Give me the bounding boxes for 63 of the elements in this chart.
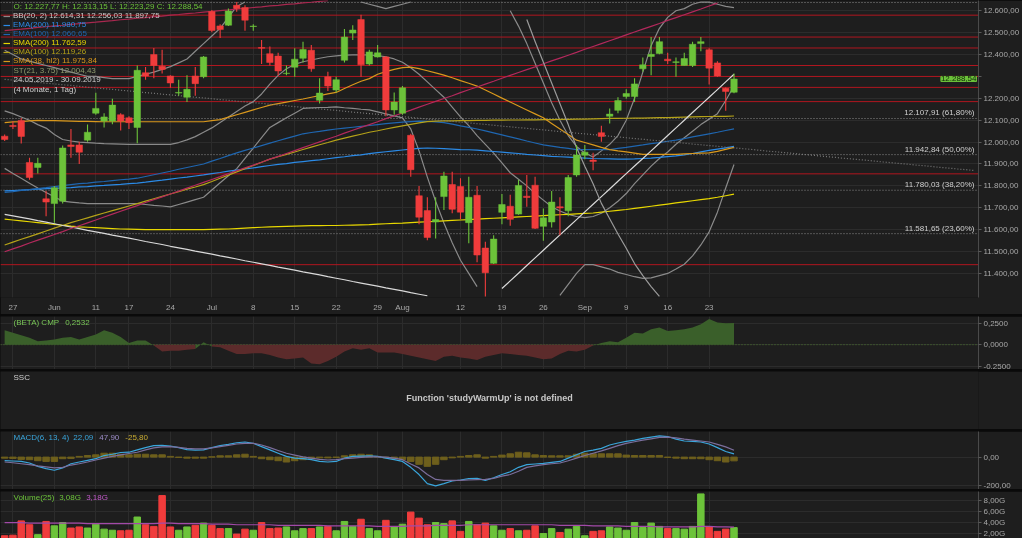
x-tick-label: 22: [331, 302, 342, 312]
x-tick-label: 23: [704, 302, 715, 312]
y-tick-label: 0,0000: [983, 340, 1009, 350]
x-tick-label: 12: [456, 302, 466, 312]
y-tick-label: 11.600,00: [983, 225, 1020, 235]
y-tick-label: 4,00G: [983, 518, 1006, 528]
y-tick-label: 12.000,00: [983, 137, 1020, 147]
ref-line-label: 11.581,65 (23,60%): [904, 223, 975, 233]
y-tick-label: 0,2500: [983, 318, 1009, 328]
legend-label: EMA(200) 11.980,75: [13, 20, 87, 29]
y-tick-label: 2,00G: [983, 529, 1006, 538]
ref-line-label: 12.107,91 (61,80%): [904, 108, 975, 118]
annotation: 3,18G: [86, 493, 108, 502]
legend-label: SMA(38, hl2) 11.975,84: [13, 56, 97, 65]
y-tick-label: 6,00G: [983, 507, 1006, 517]
y-tick-label: 8,00G: [983, 496, 1006, 506]
y-tick-label: 11.500,00: [983, 247, 1020, 257]
x-tick-label: 29: [373, 302, 383, 312]
y-tick-label: 12.600,00: [983, 6, 1020, 16]
x-tick-label: 27: [8, 302, 18, 312]
y-tick-label: 0,00: [983, 452, 1000, 462]
y-tick-label: 11.400,00: [983, 268, 1020, 278]
x-tick-label: 15: [290, 302, 300, 312]
chart-title: (BETA) CMP: [13, 318, 60, 327]
legend-label: BB(20, 2) 12.614,31 12.256,03 11.897,75: [13, 11, 160, 20]
y-tick-label: 11.900,00: [983, 159, 1020, 169]
y-tick-label: -200,00: [983, 481, 1012, 491]
annotation: 0,2532: [65, 318, 91, 327]
chart-title: Volume(25): [13, 493, 55, 502]
y-tick-label: -0,2500: [983, 361, 1012, 371]
legend-label: SMA(100) 12.119,26: [13, 47, 87, 56]
text: Function 'studyWarmUp' is not defined: [406, 392, 573, 403]
annotation: -25,80: [125, 433, 149, 442]
x-tick-label: 16: [663, 302, 673, 312]
chart-title: MACD(6, 13, 4): [13, 433, 70, 442]
x-tick-label: Jul: [206, 302, 218, 312]
annotation: 22,09: [73, 433, 94, 442]
x-tick-label: 24: [165, 302, 176, 312]
x-tick-label: Jun: [47, 302, 61, 312]
x-tick-label: 11: [91, 302, 101, 312]
x-tick-label: 17: [124, 302, 134, 312]
y-tick-label: 12.200,00: [983, 93, 1020, 103]
y-tick-label: 11.800,00: [983, 181, 1020, 191]
annotation: ST(21, 3.75) 12.004,43: [13, 66, 97, 75]
text: SSC: [13, 373, 31, 382]
y-tick-label: 12.500,00: [983, 28, 1020, 38]
y-tick-label: 12.100,00: [983, 115, 1020, 125]
annotation: 3,08G: [59, 493, 81, 502]
y-tick-label: 11.700,00: [983, 203, 1020, 213]
ref-line-label: 11.942,84 (50,00%): [904, 144, 975, 154]
legend-label: SMA(200) 11.762,59: [13, 38, 87, 47]
y-tick-label: 12.400,00: [983, 50, 1020, 60]
x-tick-label: 19: [497, 302, 507, 312]
ref-line-label: 11.780,03 (38,20%): [904, 180, 975, 190]
x-tick-label: Sep: [577, 302, 593, 312]
x-tick-label: 26: [538, 302, 549, 312]
legend-label: EMA(100) 12.060,65: [13, 29, 87, 38]
x-tick-label: 9: [624, 302, 630, 312]
x-tick-label: 8: [251, 302, 257, 312]
annotation: 47,90: [99, 433, 120, 442]
x-tick-label: Aug: [395, 302, 410, 312]
chart-title: O: 12.227,77 H: 12.313,15 L: 12.223,29 C: 12.288,54: [13, 2, 204, 11]
annotation: 12.288,54: [940, 74, 978, 84]
